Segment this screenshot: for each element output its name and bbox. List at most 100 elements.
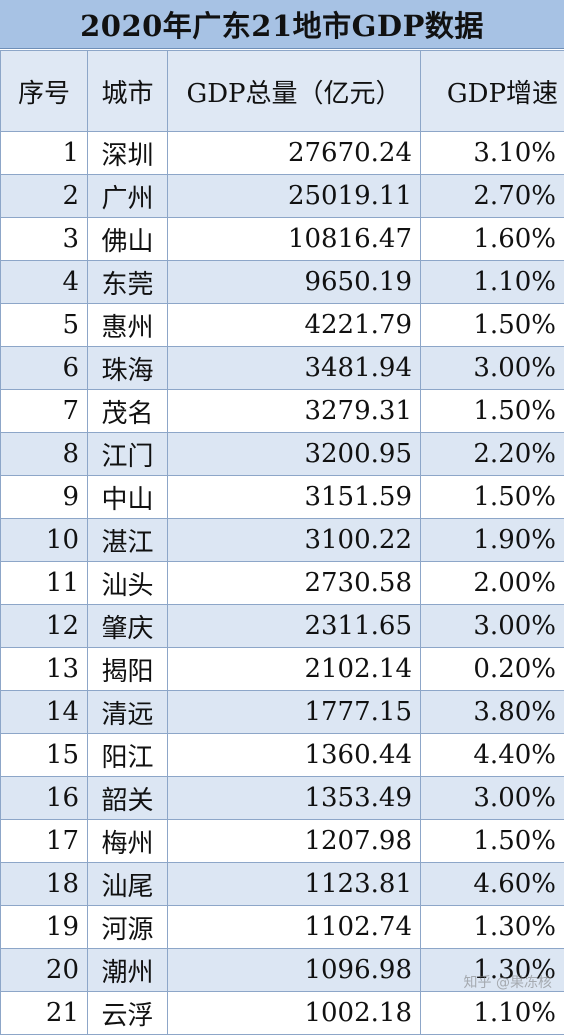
gdp-cell: 1102.74 <box>168 906 421 949</box>
city-cell: 潮州 <box>88 949 168 992</box>
growth-cell: 3.80% <box>421 691 564 734</box>
growth-cell: 3.00% <box>421 605 564 648</box>
header-city: 城市 <box>88 51 168 132</box>
rank-cell: 7 <box>1 390 88 433</box>
growth-cell: 3.00% <box>421 777 564 820</box>
city-cell: 揭阳 <box>88 648 168 691</box>
city-cell: 汕头 <box>88 562 168 605</box>
rank-cell: 16 <box>1 777 88 820</box>
growth-cell: 2.20% <box>421 433 564 476</box>
city-cell: 佛山 <box>88 218 168 261</box>
gdp-cell: 1360.44 <box>168 734 421 777</box>
gdp-cell: 4221.79 <box>168 304 421 347</box>
gdp-cell: 1777.15 <box>168 691 421 734</box>
city-cell: 茂名 <box>88 390 168 433</box>
header-rank: 序号 <box>1 51 88 132</box>
city-cell: 阳江 <box>88 734 168 777</box>
rank-cell: 3 <box>1 218 88 261</box>
rank-cell: 11 <box>1 562 88 605</box>
header-growth: GDP增速 <box>421 51 564 132</box>
rank-cell: 12 <box>1 605 88 648</box>
growth-cell: 1.50% <box>421 476 564 519</box>
gdp-cell: 9650.19 <box>168 261 421 304</box>
header-gdp: GDP总量（亿元） <box>168 51 421 132</box>
rank-cell: 9 <box>1 476 88 519</box>
rank-cell: 5 <box>1 304 88 347</box>
city-cell: 东莞 <box>88 261 168 304</box>
gdp-cell: 1002.18 <box>168 992 421 1035</box>
gdp-cell: 1096.98 <box>168 949 421 992</box>
table-title: 2020年广东21地市GDP数据 <box>0 0 564 49</box>
growth-cell: 2.70% <box>421 175 564 218</box>
rank-cell: 1 <box>1 132 88 175</box>
gdp-cell: 2730.58 <box>168 562 421 605</box>
gdp-cell: 3279.31 <box>168 390 421 433</box>
watermark: 知乎 @果冻核 <box>464 972 552 992</box>
rank-cell: 21 <box>1 992 88 1035</box>
city-cell: 河源 <box>88 906 168 949</box>
rank-cell: 20 <box>1 949 88 992</box>
rank-cell: 4 <box>1 261 88 304</box>
growth-cell: 1.50% <box>421 304 564 347</box>
gdp-cell: 10816.47 <box>168 218 421 261</box>
rank-cell: 18 <box>1 863 88 906</box>
gdp-cell: 3481.94 <box>168 347 421 390</box>
growth-cell: 1.50% <box>421 820 564 863</box>
city-cell: 肇庆 <box>88 605 168 648</box>
rank-cell: 13 <box>1 648 88 691</box>
header-row: 序号 城市 GDP总量（亿元） GDP增速 <box>1 51 564 132</box>
growth-cell: 1.50% <box>421 390 564 433</box>
city-cell: 湛江 <box>88 519 168 562</box>
city-cell: 珠海 <box>88 347 168 390</box>
growth-cell: 1.10% <box>421 992 564 1035</box>
city-cell: 江门 <box>88 433 168 476</box>
rank-cell: 8 <box>1 433 88 476</box>
growth-cell: 3.00% <box>421 347 564 390</box>
city-cell: 梅州 <box>88 820 168 863</box>
gdp-cell: 2311.65 <box>168 605 421 648</box>
gdp-cell: 25019.11 <box>168 175 421 218</box>
growth-cell: 0.20% <box>421 648 564 691</box>
city-cell: 韶关 <box>88 777 168 820</box>
gdp-cell: 1207.98 <box>168 820 421 863</box>
growth-cell: 1.90% <box>421 519 564 562</box>
gdp-cell: 1353.49 <box>168 777 421 820</box>
city-cell: 深圳 <box>88 132 168 175</box>
city-cell: 中山 <box>88 476 168 519</box>
growth-cell: 2.00% <box>421 562 564 605</box>
rank-cell: 19 <box>1 906 88 949</box>
gdp-cell: 3151.59 <box>168 476 421 519</box>
gdp-cell: 1123.81 <box>168 863 421 906</box>
city-cell: 清远 <box>88 691 168 734</box>
city-cell: 广州 <box>88 175 168 218</box>
growth-cell: 4.40% <box>421 734 564 777</box>
gdp-cell: 3200.95 <box>168 433 421 476</box>
gdp-cell: 27670.24 <box>168 132 421 175</box>
growth-cell: 3.10% <box>421 132 564 175</box>
gdp-cell: 2102.14 <box>168 648 421 691</box>
growth-cell: 1.30% <box>421 906 564 949</box>
rank-cell: 10 <box>1 519 88 562</box>
city-cell: 惠州 <box>88 304 168 347</box>
city-cell: 汕尾 <box>88 863 168 906</box>
